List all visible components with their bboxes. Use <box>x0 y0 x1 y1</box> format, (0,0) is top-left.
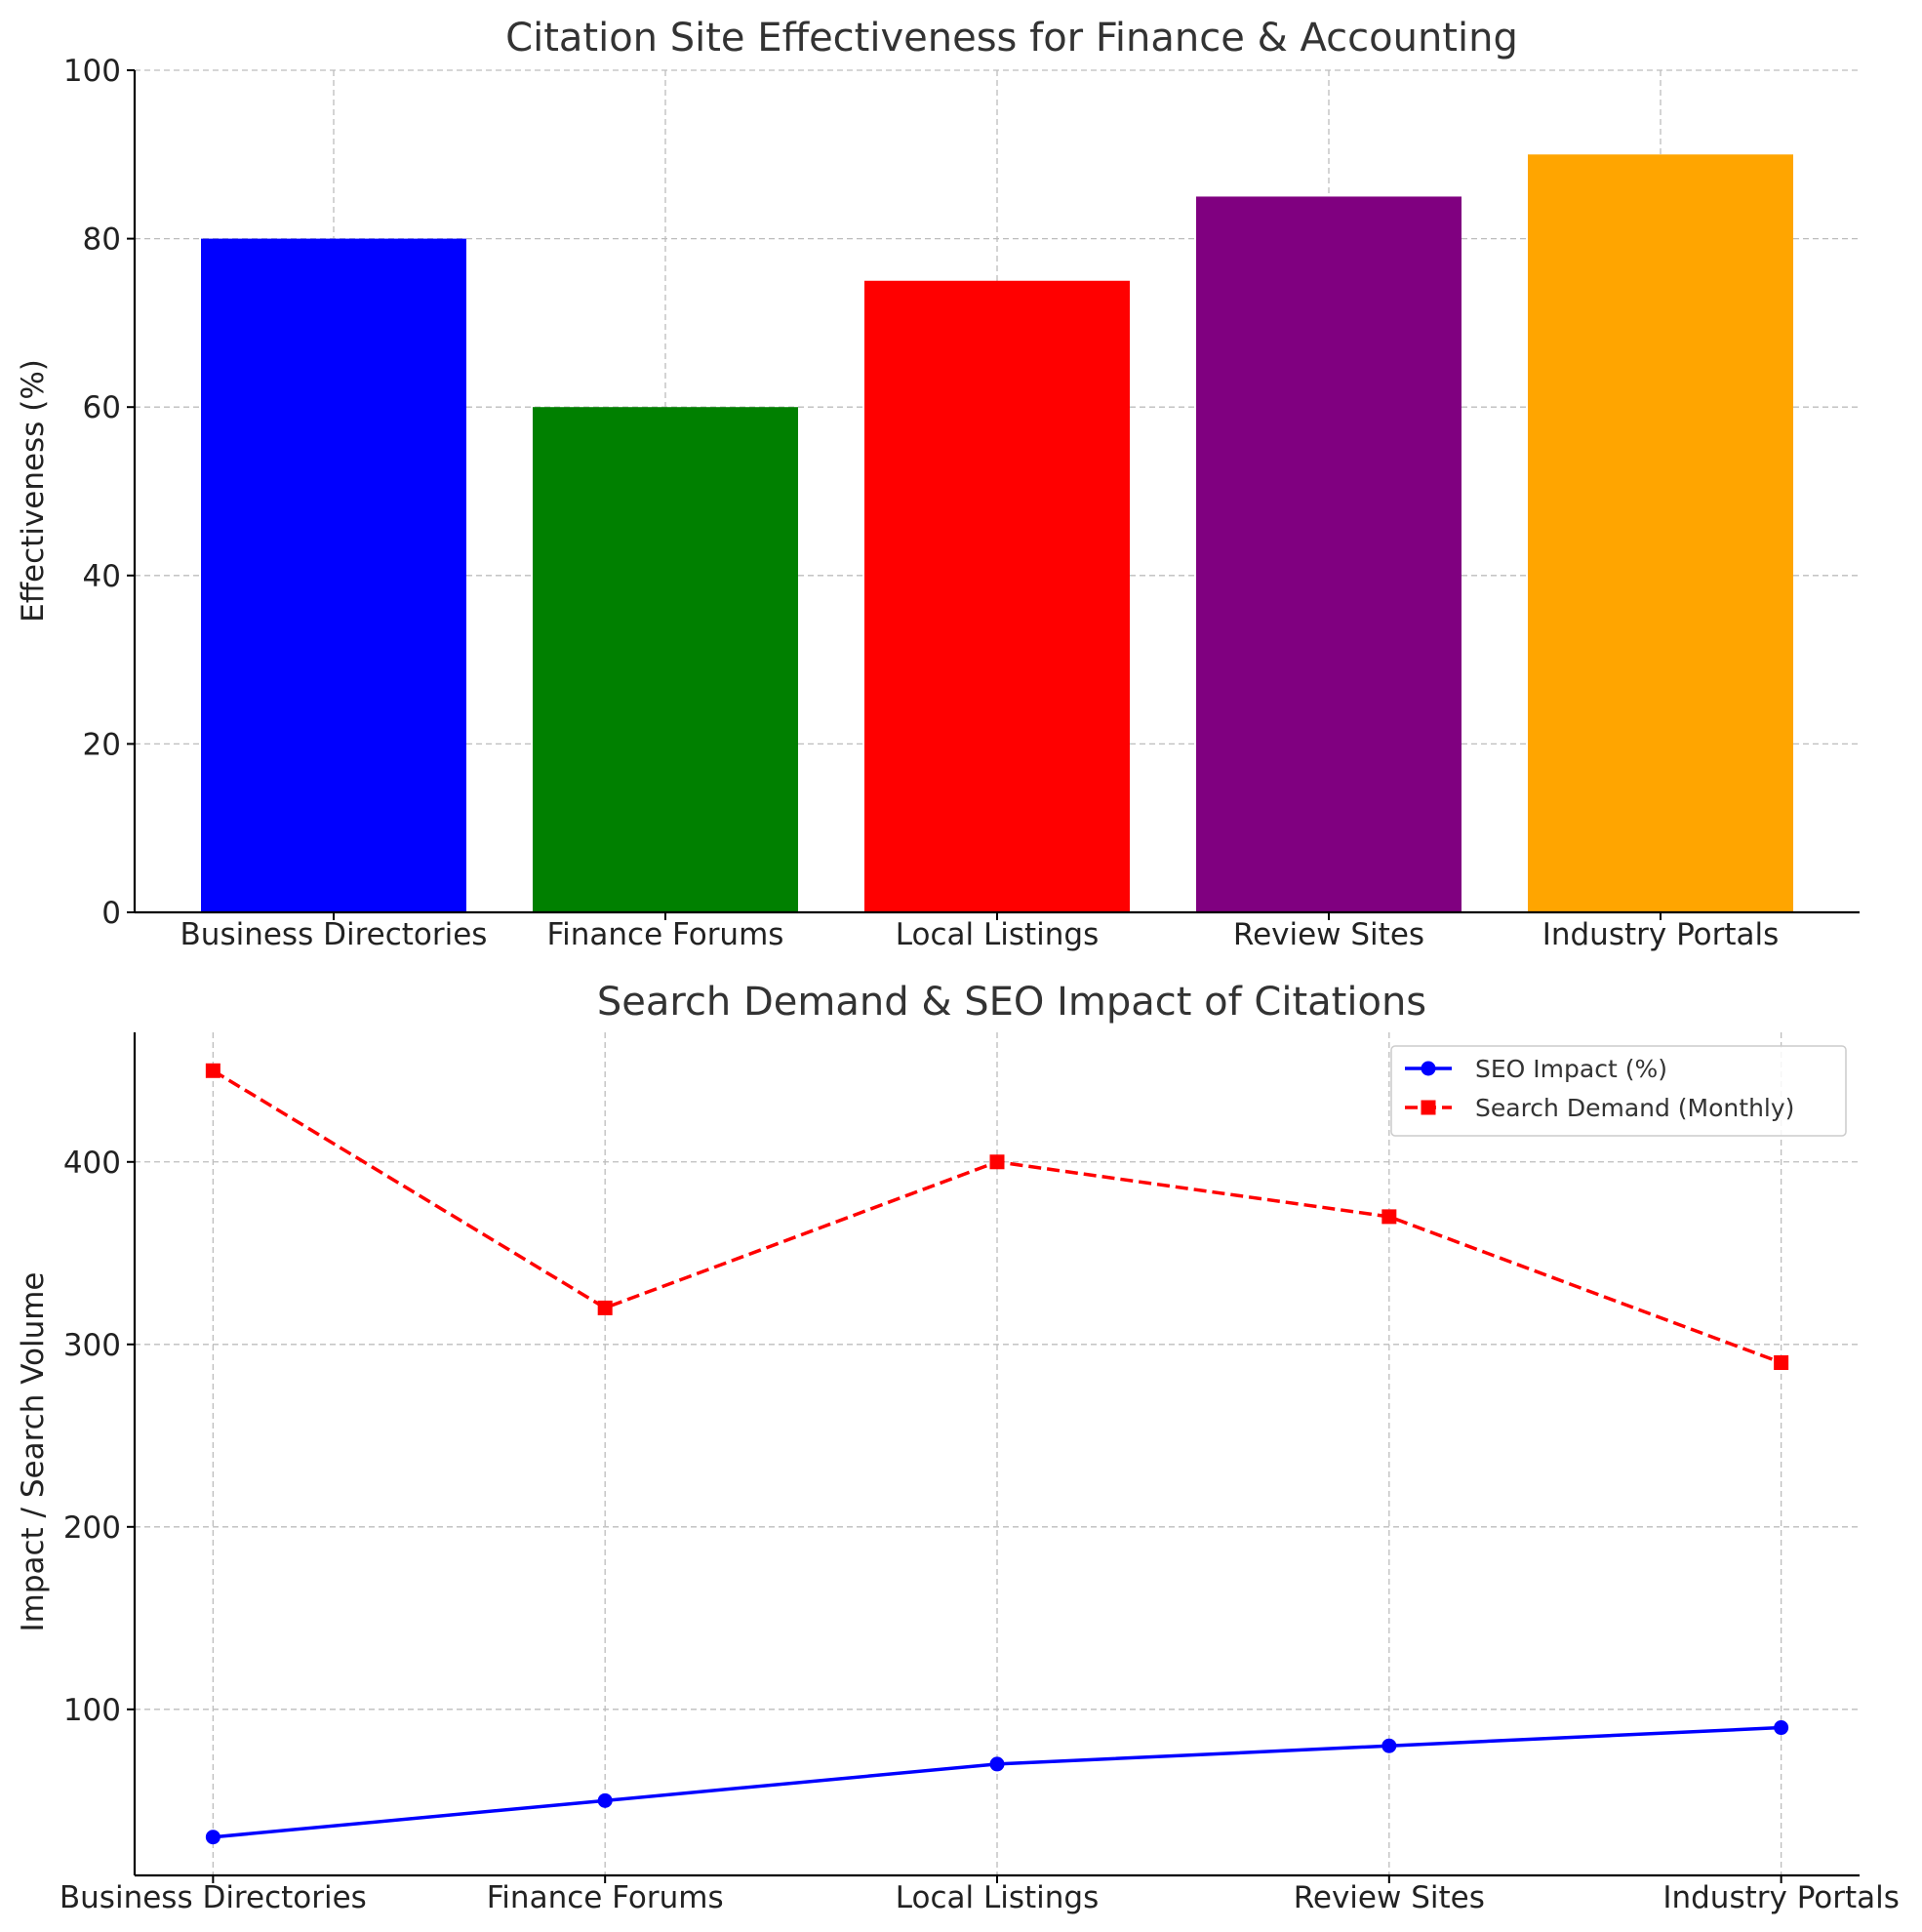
line-chart-x-tick-label: Industry Portals <box>1662 1880 1900 1915</box>
bar-chart-x-tick-label: Business Directories <box>180 917 488 952</box>
line-chart-legend: SEO Impact (%) Search Demand (Monthly) <box>1390 1045 1847 1137</box>
bar-chart: Citation Site Effectiveness for Finance … <box>16 16 1860 952</box>
bar-chart-x-tick-label: Review Sites <box>1233 917 1424 952</box>
line-chart-x-tick-label: Finance Forums <box>487 1880 724 1915</box>
line-chart-x-tick-label: Business Directories <box>60 1880 367 1915</box>
bar-local-listings <box>864 280 1130 912</box>
bar-chart-y-tick-label: 40 <box>83 559 121 594</box>
data-point <box>989 1756 1005 1772</box>
bar-chart-x-tick-label: Industry Portals <box>1542 917 1780 952</box>
bar-industry-portals <box>1528 154 1793 913</box>
bar-chart-y-tick-label: 60 <box>83 390 121 425</box>
legend-label: Search Demand (Monthly) <box>1475 1094 1794 1122</box>
bar-chart-y-tick-label: 0 <box>101 896 121 931</box>
data-point <box>205 1830 220 1845</box>
legend-item-search-demand-monthly: Search Demand (Monthly) <box>1405 1094 1794 1122</box>
line-chart-y-tick-label: 400 <box>63 1146 121 1181</box>
bar-chart-x-tick-label: Finance Forums <box>547 917 784 952</box>
legend-label: SEO Impact (%) <box>1475 1055 1667 1083</box>
legend-items: SEO Impact (%) Search Demand (Monthly) <box>1405 1055 1794 1122</box>
bar-chart-y-tick-label: 80 <box>83 222 121 258</box>
line-chart-y-tick-label: 100 <box>63 1693 121 1728</box>
series-seo-impact <box>205 1720 1789 1845</box>
line-chart-y-tick-label: 300 <box>63 1328 121 1363</box>
line-chart-series <box>205 1063 1789 1845</box>
data-point <box>1381 1738 1397 1753</box>
data-point <box>205 1063 220 1078</box>
legend-item-seo-impact: SEO Impact (%) <box>1405 1055 1667 1083</box>
data-point <box>1774 1354 1789 1370</box>
data-point <box>597 1792 613 1808</box>
data-point <box>1774 1720 1789 1736</box>
bar-chart-ticks: 0 20 40 60 80 100 Business Directories Finance … <box>63 54 1779 952</box>
bar-chart-y-axis-label: Effectiveness (%) <box>16 359 51 623</box>
data-point <box>989 1154 1005 1170</box>
line-chart-x-tick-label: Local Listings <box>896 1880 1099 1915</box>
bar-chart-y-tick-label: 20 <box>83 727 121 762</box>
legend-box <box>1390 1045 1847 1137</box>
legend-swatch-marker <box>1421 1100 1436 1115</box>
line-chart-y-tick-label: 200 <box>63 1510 121 1546</box>
bar-review-sites <box>1196 196 1462 912</box>
bar-chart-y-tick-label: 100 <box>63 54 121 89</box>
bar-chart-title: Citation Site Effectiveness for Finance … <box>505 16 1518 60</box>
bar-chart-bars <box>201 154 1793 913</box>
line-chart: Search Demand & SEO Impact of Citations … <box>16 980 1900 1915</box>
series-search-demand-monthly <box>205 1063 1789 1370</box>
line-chart-ticks: 100 200 300 400 Business Directories Finance … <box>60 1146 1900 1915</box>
line-chart-title: Search Demand & SEO Impact of Citations <box>597 980 1426 1025</box>
legend-swatch-marker <box>1421 1061 1436 1076</box>
data-point <box>597 1300 613 1315</box>
bar-business-directories <box>201 238 466 913</box>
bar-chart-x-tick-label: Local Listings <box>896 917 1099 952</box>
data-point <box>1381 1209 1397 1225</box>
bar-finance-forums <box>533 407 798 912</box>
line-chart-x-tick-label: Review Sites <box>1294 1880 1485 1915</box>
line-chart-y-axis-label: Impact / Search Volume <box>16 1271 51 1631</box>
